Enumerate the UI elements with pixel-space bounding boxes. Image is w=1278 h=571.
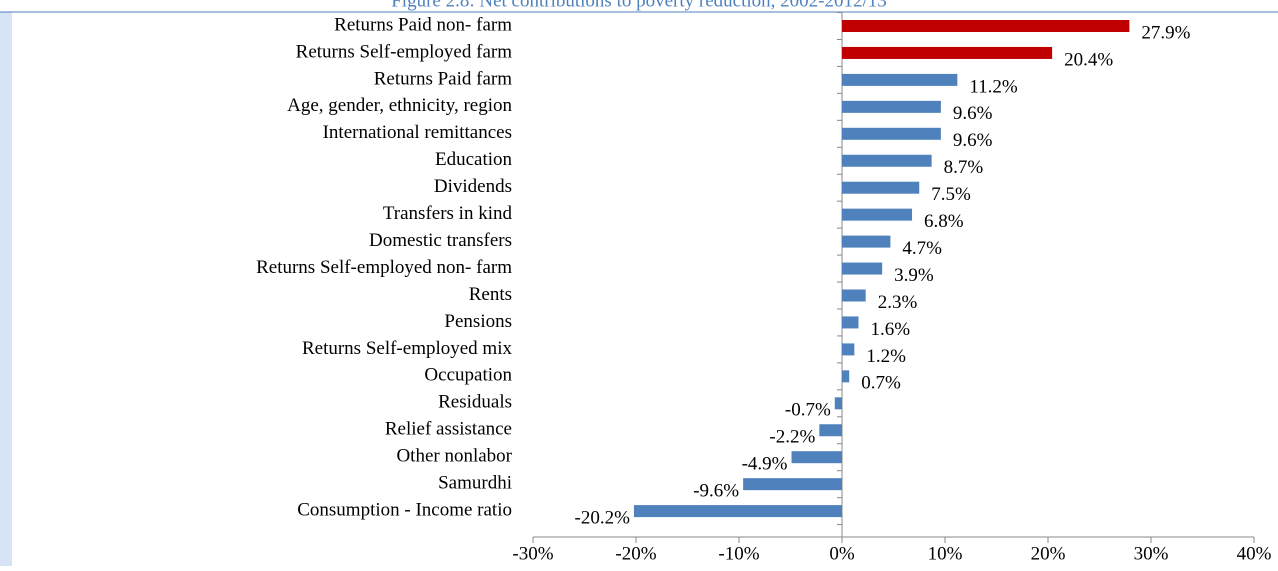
x-tick-label: 40% (1237, 543, 1272, 564)
bar (842, 289, 866, 302)
value-label: 9.6% (953, 103, 993, 124)
value-label: 20.4% (1064, 49, 1113, 70)
x-tick-label: 30% (1134, 543, 1169, 564)
side-strip (0, 12, 12, 566)
x-tick-label: -30% (512, 543, 553, 564)
bar (842, 100, 941, 113)
bar (842, 208, 913, 221)
value-label: -20.2% (575, 507, 631, 528)
value-label: 9.6% (953, 130, 993, 151)
category-label: Domestic transfers (369, 230, 512, 251)
category-label: Returns Self-employed non- farm (256, 257, 512, 278)
value-label: 8.7% (944, 157, 984, 178)
category-label: Returns Paid farm (374, 68, 512, 89)
category-label: Consumption - Income ratio (297, 499, 512, 520)
bar (842, 20, 1130, 32)
category-label: Dividends (434, 176, 512, 197)
bar (842, 316, 859, 329)
value-label: 1.2% (866, 346, 906, 367)
bar (842, 370, 850, 383)
value-label: -4.9% (742, 454, 788, 475)
category-label: Pensions (444, 311, 512, 332)
value-label: 1.6% (870, 319, 910, 340)
bar (842, 235, 891, 248)
chart-title: Figure 2.8: Net contributions to poverty… (391, 0, 887, 11)
value-label: -0.7% (785, 400, 831, 421)
category-label: Returns Self-employed farm (296, 41, 513, 62)
category-label: Returns Paid non- farm (334, 14, 512, 35)
x-tick-label: 10% (928, 543, 963, 564)
bar (842, 73, 958, 86)
value-label: 7.5% (931, 184, 971, 205)
bar (791, 451, 842, 464)
x-tick-label: -20% (615, 543, 656, 564)
category-label: Transfers in kind (383, 203, 513, 224)
value-label: 2.3% (878, 292, 918, 313)
bar (842, 343, 855, 356)
bar (819, 424, 842, 437)
bar (842, 181, 920, 194)
category-label: Education (435, 149, 513, 170)
value-label: 0.7% (861, 373, 901, 394)
bar (842, 154, 932, 167)
x-tick-label: -10% (718, 543, 759, 564)
value-label: 11.2% (969, 76, 1018, 97)
category-label: Age, gender, ethnicity, region (287, 95, 512, 116)
category-label: International remittances (323, 122, 512, 143)
bar (743, 478, 842, 491)
x-tick-label: 20% (1031, 543, 1066, 564)
category-label: Relief assistance (385, 419, 512, 440)
value-label: 4.7% (902, 238, 942, 259)
category-label: Returns Self-employed mix (302, 338, 513, 359)
category-label: Occupation (424, 365, 512, 386)
bar (842, 127, 941, 140)
category-label: Other nonlabor (396, 446, 512, 467)
bar (842, 46, 1053, 59)
x-tick-label: 0% (829, 543, 855, 564)
bar (842, 262, 883, 275)
category-label: Samurdhi (438, 473, 512, 494)
bar (834, 397, 842, 410)
value-label: 27.9% (1141, 22, 1190, 43)
bar (633, 505, 842, 518)
category-label: Residuals (438, 392, 512, 413)
value-label: -9.6% (693, 481, 739, 502)
value-label: -2.2% (769, 427, 815, 448)
category-label: Rents (469, 284, 512, 305)
value-label: 3.9% (894, 265, 934, 286)
value-label: 6.8% (924, 211, 964, 232)
